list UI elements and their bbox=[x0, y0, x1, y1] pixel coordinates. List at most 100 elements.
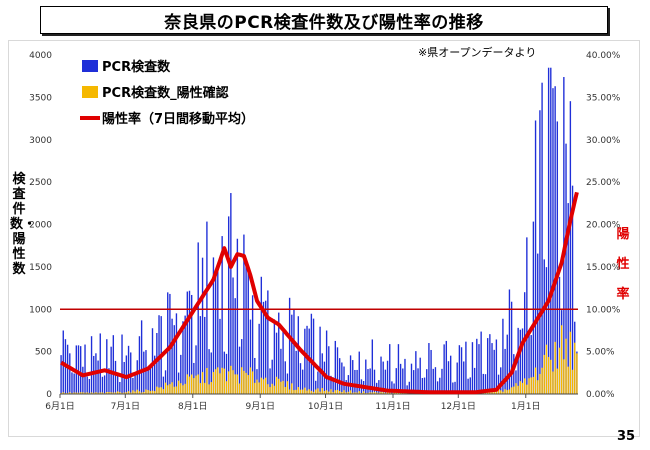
test-bar bbox=[260, 276, 263, 394]
positive-bar bbox=[251, 371, 254, 394]
positive-bar bbox=[267, 384, 269, 394]
positive-bar bbox=[227, 371, 230, 394]
positive-bar bbox=[204, 382, 206, 394]
positive-bar bbox=[256, 379, 258, 394]
test-bar bbox=[410, 363, 413, 394]
positive-bar bbox=[282, 380, 284, 394]
legend-label-positives: PCR検査数_陽性確認 bbox=[102, 85, 229, 101]
test-bar bbox=[356, 369, 358, 394]
test-bar bbox=[352, 360, 354, 394]
test-bar bbox=[60, 355, 62, 394]
test-bar bbox=[297, 316, 300, 394]
test-bar bbox=[108, 368, 110, 394]
test-bar bbox=[267, 290, 269, 394]
positive-bar bbox=[273, 385, 276, 394]
test-bar bbox=[206, 221, 208, 394]
positive-bar bbox=[136, 389, 138, 394]
positive-bar bbox=[177, 380, 180, 394]
test-bar bbox=[204, 316, 206, 394]
positive-bar bbox=[156, 386, 158, 394]
positive-bar bbox=[232, 370, 234, 394]
test-bar bbox=[210, 352, 212, 394]
positive-bar bbox=[389, 392, 391, 394]
positive-bar bbox=[162, 389, 165, 394]
test-bar bbox=[254, 357, 256, 394]
test-bar bbox=[489, 334, 491, 394]
test-bar bbox=[449, 355, 452, 394]
positive-bar bbox=[114, 392, 117, 394]
positive-bar bbox=[99, 392, 101, 394]
positive-bar bbox=[284, 386, 286, 394]
test-bar bbox=[269, 368, 271, 394]
test-bar bbox=[147, 370, 149, 394]
test-bar bbox=[134, 375, 136, 394]
test-bar bbox=[79, 346, 82, 394]
positive-bar bbox=[534, 367, 537, 394]
positive-bar bbox=[532, 376, 535, 394]
positive-bar bbox=[160, 387, 162, 394]
test-bar bbox=[493, 349, 495, 394]
x-tick-label: 11月1日 bbox=[375, 401, 410, 412]
test-bar bbox=[569, 101, 572, 394]
test-bar bbox=[447, 361, 450, 394]
positive-bar bbox=[297, 387, 300, 394]
test-bar bbox=[249, 319, 252, 394]
test-bar bbox=[325, 330, 328, 394]
positive-bar bbox=[116, 391, 119, 394]
legend-label-tests: PCR検査数 bbox=[102, 59, 171, 75]
test-bar bbox=[323, 361, 326, 394]
positive-bar bbox=[371, 392, 374, 394]
positive-bar bbox=[354, 392, 356, 394]
test-bar bbox=[293, 309, 295, 394]
test-bar bbox=[167, 292, 169, 394]
positive-bar bbox=[84, 392, 86, 394]
positive-bar bbox=[262, 379, 265, 394]
test-bar bbox=[417, 368, 419, 394]
test-bar bbox=[188, 290, 191, 394]
positive-bar bbox=[158, 387, 160, 394]
positive-bar bbox=[75, 392, 78, 394]
positive-bar bbox=[500, 390, 502, 394]
y-left-tick-label: 4000 bbox=[29, 51, 52, 61]
test-bar bbox=[491, 343, 493, 394]
positive-bar bbox=[147, 390, 149, 394]
test-bar bbox=[391, 381, 393, 394]
positive-bar bbox=[526, 384, 528, 394]
test-bar bbox=[426, 369, 428, 394]
test-bar bbox=[180, 354, 182, 394]
y-right-tick-label: 30.00% bbox=[586, 136, 621, 146]
positive-bar bbox=[321, 388, 323, 394]
test-bar bbox=[90, 336, 93, 394]
positive-bar bbox=[528, 378, 530, 394]
test-bar bbox=[502, 318, 504, 394]
positive-bar bbox=[358, 391, 360, 394]
test-bar bbox=[77, 345, 80, 394]
positive-bar bbox=[308, 389, 310, 394]
test-bar bbox=[554, 86, 556, 395]
positive-bar bbox=[328, 391, 330, 394]
positive-bar bbox=[349, 390, 352, 394]
test-bar bbox=[495, 339, 498, 394]
positive-bar bbox=[399, 392, 402, 394]
positive-bar bbox=[286, 381, 289, 394]
test-bar bbox=[478, 344, 480, 394]
test-bar bbox=[236, 238, 239, 394]
test-bar bbox=[127, 345, 130, 394]
positive-bar bbox=[184, 383, 186, 394]
positive-bar bbox=[380, 392, 382, 394]
test-bar bbox=[247, 267, 249, 394]
positive-bar bbox=[543, 354, 545, 394]
test-bar bbox=[97, 360, 99, 394]
test-bar bbox=[66, 344, 69, 394]
test-bar bbox=[125, 355, 128, 394]
test-bar bbox=[317, 371, 319, 394]
test-bar bbox=[278, 312, 280, 394]
y-left-tick-label: 0 bbox=[46, 390, 52, 400]
test-bar bbox=[384, 369, 387, 394]
test-bar bbox=[69, 353, 71, 394]
test-bar bbox=[545, 267, 548, 394]
positive-bar bbox=[558, 347, 561, 394]
test-bar bbox=[182, 321, 184, 394]
test-bar bbox=[412, 370, 415, 394]
test-bar bbox=[158, 315, 160, 394]
